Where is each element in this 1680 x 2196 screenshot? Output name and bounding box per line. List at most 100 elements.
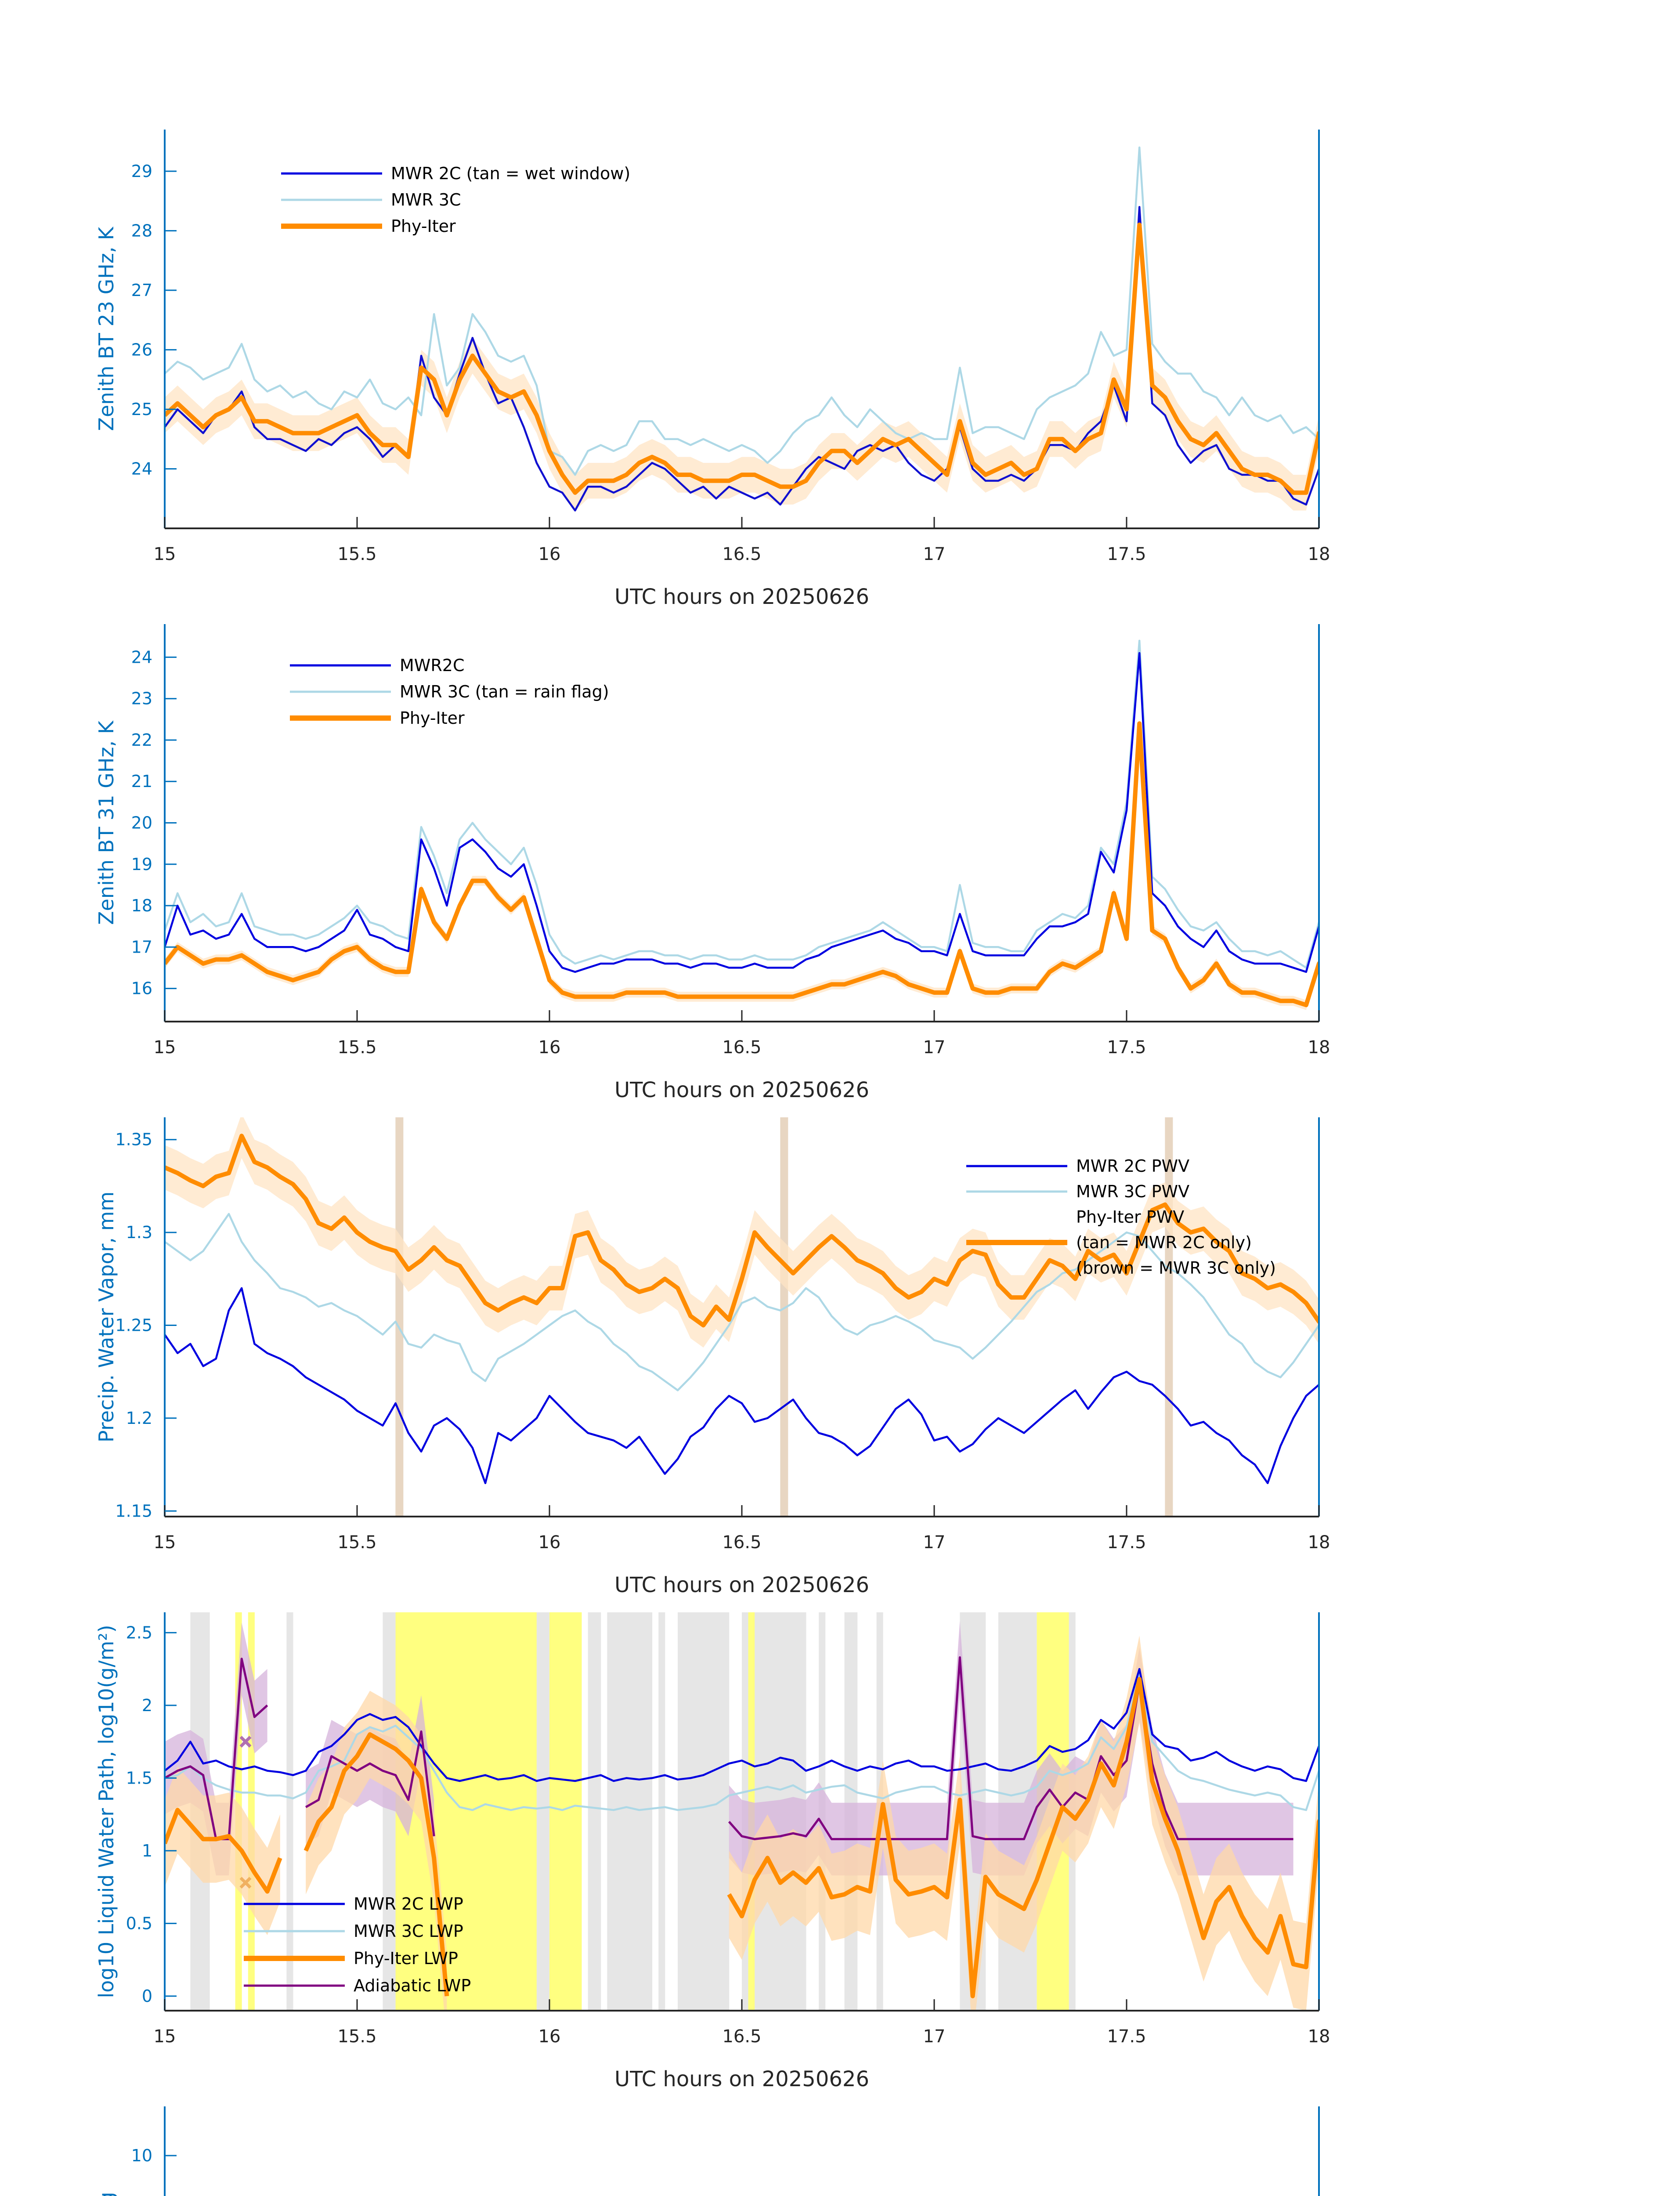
x-tick-label: 15.5	[337, 544, 376, 564]
x-tick-label: 17.5	[1107, 544, 1146, 564]
series-line-mwr-3c	[165, 639, 1319, 969]
y-tick-label: 16	[131, 979, 152, 998]
flag-shading-4	[614, 1612, 621, 2011]
flag-shading-5	[472, 1612, 479, 2011]
flag-shading-5	[562, 1612, 569, 2011]
flag-shading-4	[607, 1612, 614, 2011]
legend-label: MWR 3C (tan = rain flag)	[400, 682, 609, 701]
flag-shading-5	[511, 1612, 518, 2011]
series-line-phy-iter-pwv	[165, 1134, 1319, 1328]
y-tick-label: 1.2	[126, 1409, 152, 1428]
flag-shading-5	[504, 1612, 511, 2011]
plot-area	[165, 1117, 1319, 1517]
y-tick-label: 19	[131, 855, 152, 874]
panel-lwp: 15 15.5 16 16.5 17 17.5 18 0 0.5 1 1.5 2 2.5 UTC hour…	[94, 1612, 1678, 2091]
y-tick-label: 1	[142, 1841, 152, 1860]
series-line-phy-iter-lwp	[165, 1677, 1319, 1998]
x-tick-label: 17	[923, 544, 946, 564]
panel-bt31: 15 15.5 16 16.5 17 17.5 18 16 17 18 19 20 21 22 23 24 UT…	[94, 624, 1330, 1102]
x-tick-label: 15	[154, 1532, 176, 1553]
uncertainty-band	[165, 718, 1319, 1010]
legend-label: MWR 2C (tan = wet window)	[391, 164, 630, 183]
legend-label: MWR 3C	[391, 190, 461, 209]
x-tick-label: 16.5	[722, 544, 761, 564]
legend-label: MWR 3C LWP	[354, 1922, 463, 1941]
y-tick-label: 23	[131, 689, 152, 708]
series-line-mwr-2c-lwp	[165, 1668, 1319, 1782]
legend-label: MWR2C	[400, 656, 464, 675]
y-tick-label: 29	[131, 162, 152, 181]
legend-label: MWR 2C LWP	[354, 1894, 463, 1914]
legend-label: Phy-Iter LWP	[354, 1949, 458, 1968]
y-tick-label: 1.5	[126, 1768, 152, 1788]
legend-label: Phy-Iter PWV	[1076, 1207, 1184, 1227]
x-tick-label: 15.5	[337, 2026, 376, 2047]
x-tick-label: 16.5	[722, 1532, 761, 1553]
vertical-band	[1165, 1117, 1173, 1517]
y-tick-label: 24	[131, 459, 152, 478]
x-tick-label: 17	[923, 2026, 946, 2047]
y-tick-label: 1.3	[126, 1223, 152, 1242]
x-tick-label: 17.5	[1107, 2026, 1146, 2047]
series-line-phy-iter	[165, 222, 1319, 495]
x-tick-label: 15.5	[337, 1532, 376, 1553]
flag-shading-5	[498, 1612, 505, 2011]
flag-shading-5	[556, 1612, 563, 2011]
x-tick-label: 17	[923, 1532, 946, 1553]
flag-shading-4	[536, 1612, 543, 2011]
x-marker	[239, 1877, 252, 1889]
vertical-band	[780, 1117, 788, 1517]
x-tick-label: 16	[538, 1037, 561, 1058]
series-line-mwr-2c	[165, 652, 1319, 973]
flag-shading-5	[479, 1612, 486, 2011]
series-line-phy-iter	[165, 721, 1319, 1008]
flag-shading-4	[632, 1612, 639, 2011]
flag-shading-4	[678, 1612, 685, 2011]
flag-shading-5	[549, 1612, 556, 2011]
x-tick-label: 16.5	[722, 2026, 761, 2047]
flag-shading-5	[524, 1612, 531, 2011]
x-tick-label: 18	[1308, 1037, 1330, 1058]
flag-shading-4	[620, 1612, 627, 2011]
legend-label: MWR 3C PWV	[1076, 1182, 1189, 1201]
panel-bt23: 15 15.5 16 16.5 17 17.5 18 24 25 26 27 28 29 UTC hour…	[94, 130, 1330, 609]
flag-shading-5	[447, 1612, 454, 2011]
uncertainty-band	[165, 1622, 267, 1876]
panel-pwv: 15 15.5 16 16.5 17 17.5 18 1.15 1.2 1.25 1.3 1.35 UT…	[94, 1117, 1330, 1597]
flag-shading-5	[530, 1612, 537, 2011]
flag-shading-5	[575, 1612, 582, 2011]
y-tick-label: 24	[131, 647, 152, 667]
x-tick-label: 16	[538, 544, 561, 564]
x-tick-label: 15	[154, 2026, 176, 2047]
y-tick-label: 20	[131, 813, 152, 833]
x-tick-label: 15	[154, 544, 176, 564]
flag-shading-5	[453, 1612, 460, 2011]
x-axis-label: UTC hours on 20250626	[614, 2067, 869, 2091]
uncertainty-band	[1319, 1720, 1678, 1861]
y-tick-label: 1.15	[115, 1501, 152, 1521]
flag-shading-4	[684, 1612, 691, 2011]
uncertainty-band	[165, 1766, 280, 1935]
uncertainty-band	[165, 207, 1319, 511]
flag-shading-4	[710, 1612, 717, 2011]
flag-shading-5	[491, 1612, 499, 2011]
flag-shading-4	[543, 1612, 550, 2011]
y-tick-label: 22	[131, 730, 152, 750]
x-tick-label: 17.5	[1107, 1532, 1146, 1553]
plot-area	[165, 146, 1319, 512]
x-tick-label: 18	[1308, 2026, 1330, 2047]
y-tick-label: 18	[131, 896, 152, 915]
flag-shading-4	[639, 1612, 646, 2011]
y-tick-label: 2	[142, 1696, 152, 1715]
flag-shading-4	[723, 1612, 730, 2011]
x-tick-label: 15	[154, 1037, 176, 1058]
uncertainty-band	[729, 1621, 1293, 1876]
y-axis-label: Precip. Water Vapor, mm	[94, 1192, 118, 1442]
flag-shading-4	[716, 1612, 723, 2011]
y-tick-label: 21	[131, 772, 152, 791]
uncertainty-band	[306, 1690, 447, 2011]
y-tick-label: 1.35	[115, 1130, 152, 1149]
flag-shading-4	[690, 1612, 697, 2011]
legend-label: Phy-Iter	[391, 217, 456, 236]
